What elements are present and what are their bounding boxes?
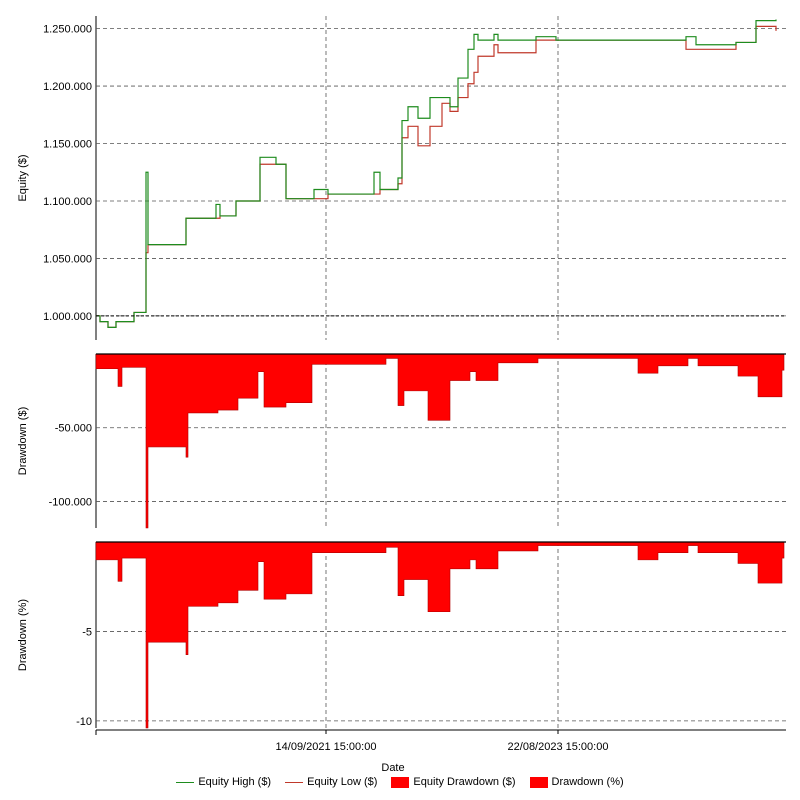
legend-label-drawdown-pct: Drawdown (%) (551, 776, 624, 788)
legend-label-equity-drawdown: Equity Drawdown ($) (413, 776, 516, 788)
drawdown-usd-ylabel: Drawdown ($) (17, 407, 29, 475)
equity-y-tick-label: 1.100.000 (43, 196, 92, 208)
drawdown-pct-area (95, 541, 785, 729)
equity-y-tick-label: 1.000.000 (43, 311, 92, 323)
legend-swatch-equity-low (285, 781, 304, 783)
drawdown-usd-y-tick-label: -50.000 (55, 423, 92, 435)
legend-item-equity-high[interactable]: Equity High ($) (176, 776, 271, 788)
drawdown-usd-area (95, 353, 785, 529)
drawdown-pct-y-tick-label: -5 (82, 626, 92, 638)
series-line-equity-high- (96, 19, 777, 328)
legend-item-drawdown-pct[interactable]: Drawdown (%) (529, 776, 624, 788)
legend-item-equity-low[interactable]: Equity Low ($) (285, 776, 377, 788)
equity-y-tick-label: 1.250.000 (43, 24, 92, 36)
x-tick-label: 14/09/2021 15:00:00 (276, 741, 377, 753)
x-axis-title: Date (381, 762, 404, 774)
drawdown-usd-y-tick-label: -100.000 (49, 496, 92, 508)
series-line-equity-low- (96, 25, 777, 328)
equity-ylabel: Equity ($) (17, 154, 29, 201)
legend-item-equity-drawdown[interactable]: Equity Drawdown ($) (391, 776, 516, 788)
legend: Equity High ($) Equity Low ($) Equity Dr… (0, 776, 800, 788)
drawdown-pct-y-tick-label: -10 (76, 716, 92, 728)
equity-y-tick-label: 1.150.000 (43, 139, 92, 151)
equity-y-tick-label: 1.200.000 (43, 81, 92, 93)
drawdown-pct-ylabel: Drawdown (%) (17, 599, 29, 671)
legend-swatch-drawdown-pct (529, 776, 548, 788)
equity-y-tick-label: 1.050.000 (43, 253, 92, 265)
legend-label-equity-low: Equity Low ($) (307, 776, 378, 788)
legend-label-equity-high: Equity High ($) (198, 776, 272, 788)
legend-swatch-equity-drawdown (391, 776, 410, 788)
x-tick-label: 22/08/2023 15:00:00 (508, 741, 609, 753)
legend-swatch-equity-high (176, 781, 195, 783)
